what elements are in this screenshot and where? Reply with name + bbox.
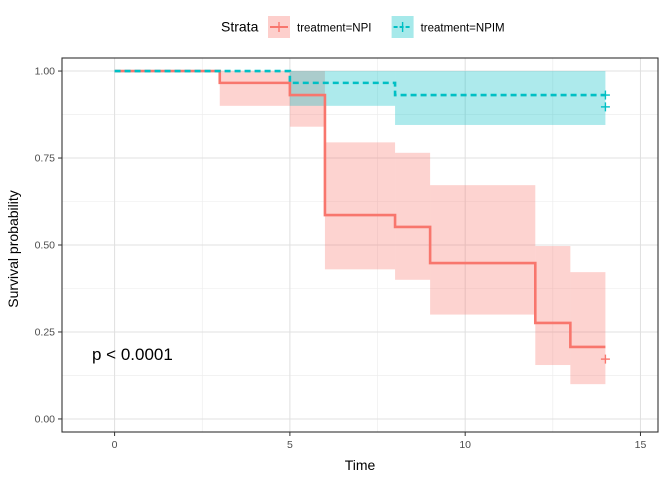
confidence-band-segment <box>289 71 396 106</box>
legend-label-treatment-npim: treatment=NPIM <box>421 23 505 35</box>
legend: treatment=NPI treatment=NPIM <box>268 16 505 38</box>
y-tick-label: 0.50 <box>35 240 56 252</box>
x-tick-label: 15 <box>635 439 647 451</box>
confidence-band-segment <box>535 246 571 366</box>
x-tick-label: 5 <box>287 439 293 451</box>
grid-lines <box>62 58 658 432</box>
x-tick-label: 0 <box>112 439 118 451</box>
x-axis-title: Time <box>345 457 376 473</box>
confidence-band-segment <box>219 71 290 106</box>
confidence-band-segment <box>324 142 396 270</box>
confidence-band-segment <box>430 185 536 315</box>
p-value-annotation: p < 0.0001 <box>92 345 173 364</box>
y-tick-label: 0.00 <box>35 413 56 425</box>
y-tick-label: 1.00 <box>35 66 56 78</box>
confidence-band-segment <box>395 71 606 125</box>
confidence-bands <box>219 71 606 385</box>
survival-curve-treatment-npi <box>114 69 606 349</box>
confidence-band-segment <box>395 152 431 280</box>
y-tick-label: 0.25 <box>35 326 56 338</box>
survival-curves <box>114 69 606 349</box>
confidence-band-segment <box>289 71 325 127</box>
confidence-band-segment <box>570 272 606 385</box>
x-tick-label: 10 <box>459 439 471 451</box>
legend-label-treatment-npi: treatment=NPI <box>297 23 371 35</box>
censor-marks <box>600 90 610 364</box>
y-tick-label: 0.75 <box>35 153 56 165</box>
legend-title: Strata <box>221 19 259 35</box>
y-axis-title: Survival probability <box>5 190 21 308</box>
axes: 0 5 10 15 0.00 0.25 0.50 0.75 1.00 <box>35 66 647 451</box>
